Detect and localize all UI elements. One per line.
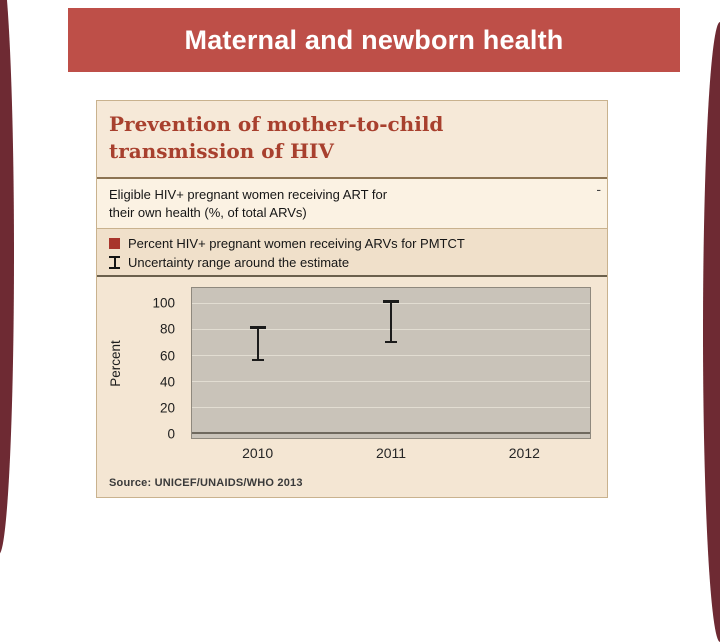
uncertainty-ibeam-icon xyxy=(109,256,120,269)
y-tick-label: 0 xyxy=(167,426,175,442)
right-edge-decoration xyxy=(703,22,720,642)
y-axis-labels: 0 20 40 60 80 100 xyxy=(135,287,183,442)
chart-object[interactable]: Prevention of mother-to-child transmissi… xyxy=(96,100,608,498)
error-bar-bottom-cap xyxy=(252,358,265,361)
legend-label-estimate: Percent HIV+ pregnant women receiving AR… xyxy=(128,236,465,251)
chart-title-line-1: Prevention of mother-to-child xyxy=(109,112,444,136)
y-tick-label: 80 xyxy=(159,321,175,337)
y-axis-title: Percent xyxy=(107,339,123,387)
x-axis-labels: 2010 2011 2012 xyxy=(191,445,591,465)
chart-subtitle-line-1: Eligible HIV+ pregnant women receiving A… xyxy=(109,187,388,202)
error-bar-line xyxy=(390,301,392,342)
chart-subtitle-section: Eligible HIV+ pregnant women receiving A… xyxy=(97,179,607,229)
chart-plot-section: Percent 0 20 40 60 80 100 2010 2011 2012 xyxy=(97,277,607,471)
error-bar-top-cap xyxy=(250,326,267,330)
gridline xyxy=(192,406,590,408)
y-axis-title-box: Percent xyxy=(97,287,133,439)
chart-title-line-2: transmission of HIV xyxy=(109,139,334,163)
error-bar-line xyxy=(257,327,260,360)
slide-title-banner: Maternal and newborn health xyxy=(68,8,680,72)
gridline xyxy=(192,431,590,434)
chart-legend: Percent HIV+ pregnant women receiving AR… xyxy=(97,229,607,277)
plot-area xyxy=(191,287,591,439)
error-bar-top-cap xyxy=(383,300,399,304)
y-tick-label: 60 xyxy=(159,348,175,364)
y-tick-label: 20 xyxy=(159,400,175,416)
error-bar-bottom-cap xyxy=(385,340,397,343)
slide-title: Maternal and newborn health xyxy=(184,24,564,55)
y-tick-label: 100 xyxy=(152,295,175,311)
legend-label-uncertainty: Uncertainty range around the estimate xyxy=(128,255,350,270)
gridline xyxy=(192,354,590,356)
gridline xyxy=(192,380,590,382)
error-bar xyxy=(383,300,399,343)
source-line: Source: UNICEF/UNAIDS/WHO 2013 xyxy=(109,477,303,489)
legend-item-uncertainty: Uncertainty range around the estimate xyxy=(109,253,595,272)
red-square-icon xyxy=(109,238,120,249)
error-bar xyxy=(250,326,267,361)
chart-title-section: Prevention of mother-to-child transmissi… xyxy=(97,101,607,179)
left-edge-decoration xyxy=(0,0,14,554)
x-tick-label: 2011 xyxy=(375,445,407,461)
y-tick-label: 40 xyxy=(159,374,175,390)
legend-item-estimate: Percent HIV+ pregnant women receiving AR… xyxy=(109,234,595,253)
chart-subtitle-line-2: their own health (%, of total ARVs) xyxy=(109,205,307,221)
collapse-control[interactable]: - xyxy=(596,181,601,197)
x-tick-label: 2012 xyxy=(508,445,540,461)
x-tick-label: 2010 xyxy=(242,445,274,461)
